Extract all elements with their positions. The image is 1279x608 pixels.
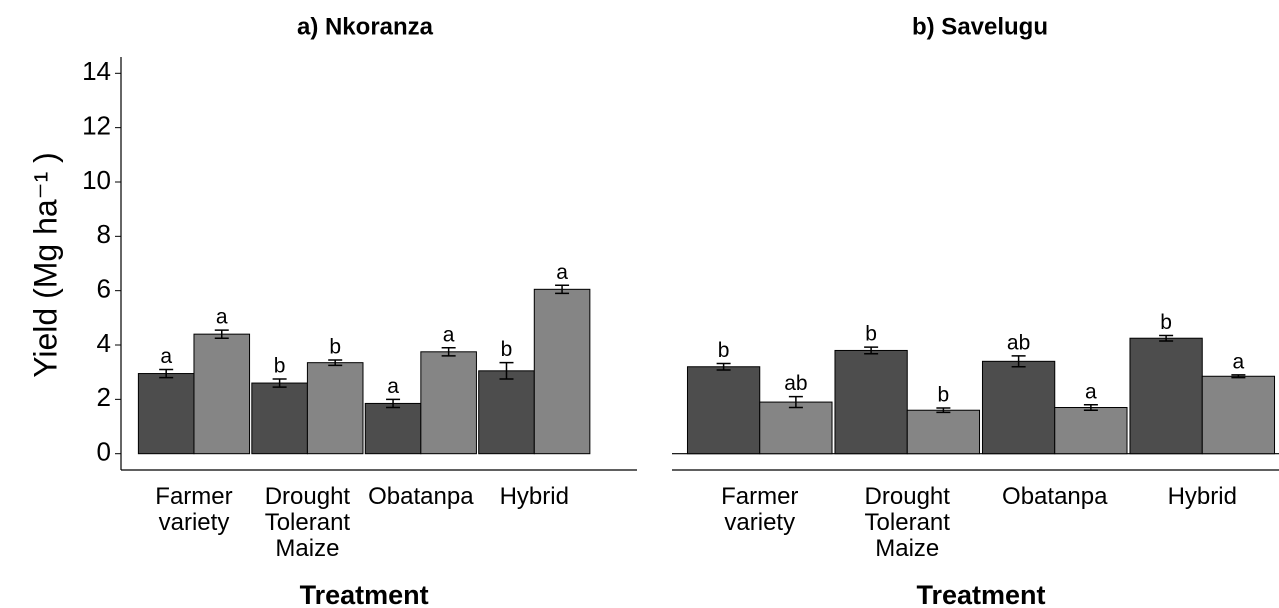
- x-tick-label: Hybrid: [499, 483, 569, 510]
- bar: [1054, 407, 1128, 455]
- x-tick-label: Drought Tolerant Maize: [264, 483, 351, 562]
- significance-letter: a: [160, 345, 172, 368]
- y-tick-label: 6: [97, 274, 111, 304]
- significance-letter: b: [329, 336, 341, 359]
- x-axis-label: Treatment: [916, 580, 1045, 608]
- bar: [533, 288, 591, 455]
- y-tick-label: 8: [97, 219, 111, 249]
- significance-letter: b: [274, 355, 286, 378]
- error-bar: [716, 362, 731, 371]
- error-bar: [272, 378, 287, 388]
- significance-letter: b: [938, 384, 950, 407]
- y-tick-label: 2: [97, 382, 111, 412]
- error-bar: [386, 398, 401, 409]
- error-bar: [788, 395, 803, 409]
- significance-letter: ab: [1007, 331, 1030, 354]
- error-bar: [159, 368, 174, 379]
- significance-letter: b: [501, 338, 513, 361]
- error-bar: [328, 359, 343, 367]
- significance-letter: b: [718, 339, 730, 362]
- y-tick-label: 12: [82, 111, 111, 141]
- x-tick-label: Drought Tolerant Maize: [864, 483, 950, 562]
- x-tick-label: Hybrid: [1167, 483, 1237, 510]
- error-bar: [1159, 334, 1174, 342]
- bar: [420, 351, 477, 455]
- bar: [478, 370, 535, 455]
- bar: [251, 382, 308, 455]
- y-axis-label: Yield (Mg ha⁻¹ ): [27, 152, 63, 378]
- x-tick-label: Obatanpa: [1002, 483, 1108, 510]
- bar: [1201, 375, 1276, 455]
- panel-title: a) Nkoranza: [297, 13, 434, 40]
- y-tick-label: 10: [82, 165, 111, 195]
- significance-letter: a: [1085, 380, 1097, 403]
- error-bar: [864, 346, 879, 355]
- significance-letter: a: [216, 306, 228, 329]
- significance-letter: a: [387, 375, 399, 398]
- bar: [981, 360, 1056, 455]
- bar: [306, 362, 364, 455]
- error-bar: [1231, 374, 1246, 379]
- y-tick-label: 0: [97, 437, 111, 467]
- significance-letter: ab: [784, 372, 807, 395]
- error-bar: [555, 284, 570, 295]
- error-bar: [214, 329, 229, 339]
- bar: [686, 366, 761, 455]
- y-tick-label: 4: [97, 328, 111, 358]
- error-bar: [1011, 355, 1026, 368]
- error-bar: [441, 346, 456, 357]
- error-bar: [499, 361, 514, 380]
- bar: [906, 409, 981, 455]
- bar: [834, 349, 908, 455]
- significance-letter: a: [556, 261, 568, 284]
- x-tick-label: Farmer variety: [155, 483, 233, 536]
- bar: [759, 401, 833, 455]
- panel-title: b) Savelugu: [912, 13, 1048, 40]
- x-axis-label: Treatment: [300, 580, 429, 608]
- x-tick-label: Obatanpa: [368, 483, 474, 510]
- bar: [193, 333, 251, 455]
- significance-letter: b: [865, 323, 877, 346]
- x-tick-label: Farmer variety: [721, 483, 799, 536]
- bar: [1129, 337, 1203, 455]
- significance-letter: b: [1160, 311, 1172, 334]
- bar: [137, 373, 195, 455]
- bar: [364, 402, 422, 455]
- y-tick-label: 14: [82, 56, 111, 86]
- significance-letter: a: [1233, 350, 1245, 373]
- significance-letter: a: [443, 323, 455, 346]
- error-bar: [1083, 404, 1098, 411]
- error-bar: [936, 407, 951, 414]
